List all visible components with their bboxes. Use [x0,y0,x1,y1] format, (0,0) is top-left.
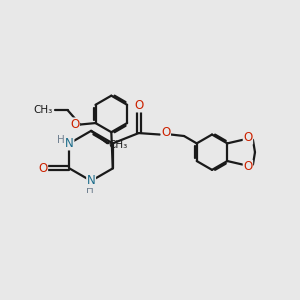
Text: O: O [243,160,253,173]
Text: O: O [38,162,48,175]
Text: O: O [161,126,170,139]
Text: CH₃: CH₃ [34,105,53,116]
Text: N: N [87,174,95,188]
Text: N: N [65,137,74,150]
Text: O: O [70,118,80,131]
Text: H: H [86,185,94,195]
Text: O: O [134,99,143,112]
Text: O: O [243,131,253,144]
Text: H: H [57,135,64,145]
Text: CH₃: CH₃ [109,140,128,150]
